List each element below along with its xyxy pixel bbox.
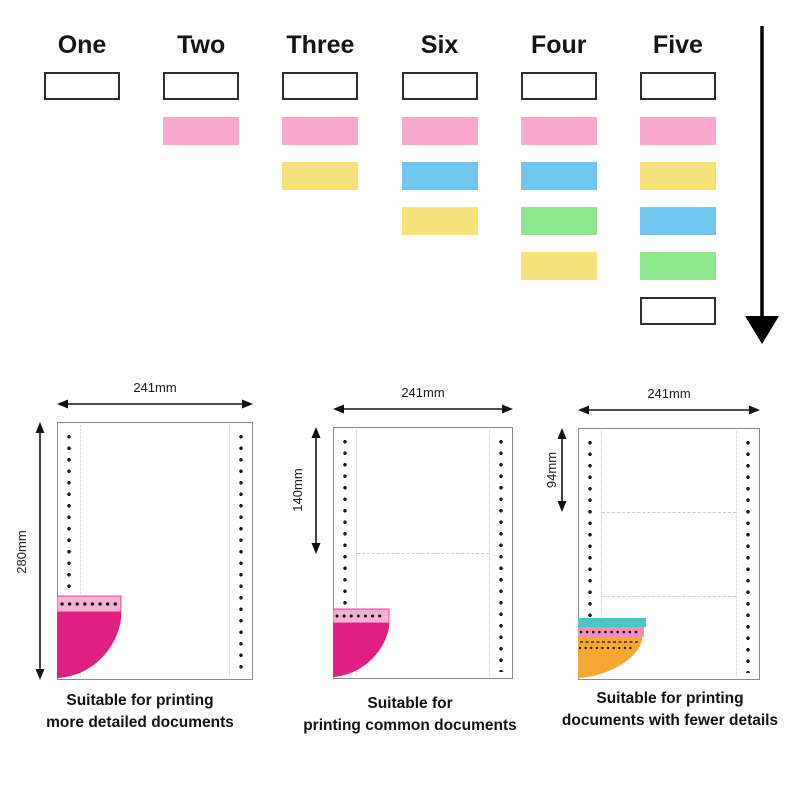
pink-sheet-swatch	[401, 117, 478, 145]
white-sheet-swatch	[163, 72, 240, 100]
green-sheet-swatch	[639, 252, 716, 280]
layer-column-two: Two	[149, 28, 253, 342]
caption-line-2: more detailed documents	[46, 713, 234, 731]
white-sheet-swatch	[520, 72, 597, 100]
pink-sheet-swatch	[282, 117, 359, 145]
white-sheet-swatch	[44, 72, 120, 100]
continuous-paper	[333, 427, 513, 679]
yellow-sheet-swatch	[282, 162, 359, 190]
height-label: 140mm	[290, 468, 305, 512]
blue-sheet-swatch	[639, 207, 716, 235]
folded-corner-graphic	[333, 607, 399, 679]
pink-sheet-swatch	[520, 117, 597, 145]
caption-line-1: Suitable for	[367, 695, 453, 712]
folded-corner-graphic	[57, 592, 135, 680]
yellow-sheet-swatch	[520, 252, 597, 280]
green-sheet-swatch	[520, 207, 597, 235]
column-label: Four	[530, 31, 587, 59]
width-arrow-icon	[57, 398, 253, 410]
white-sheet-swatch	[639, 297, 716, 325]
tractor-holes-right	[743, 435, 753, 673]
pink-sheet-swatch	[163, 117, 240, 145]
width-label: 241mm	[401, 385, 445, 400]
white-sheet-swatch	[639, 72, 716, 100]
paper-figure-140mm: 241mm 140mm	[280, 378, 540, 738]
layer-column-six: Six	[388, 28, 492, 342]
down-arrow-icon	[742, 26, 782, 346]
tractor-holes-left	[340, 434, 350, 672]
perforation-separator-left	[601, 431, 602, 677]
tractor-holes-left	[585, 435, 595, 673]
tractor-holes-right	[496, 434, 506, 672]
width-label: 241mm	[133, 380, 177, 395]
height-arrow-icon	[310, 427, 322, 554]
height-arrow-icon	[556, 428, 568, 512]
layer-column-one: One	[30, 28, 134, 342]
height-arrow-icon	[34, 422, 46, 680]
pink-sheet-swatch	[639, 117, 716, 145]
perforation-separator-right	[229, 425, 230, 677]
layer-column-five: Five	[626, 28, 730, 342]
column-label: Six	[420, 31, 459, 59]
copy-layers-chart: One Two Three Six Four Five	[30, 28, 730, 342]
white-sheet-swatch	[282, 72, 359, 100]
paper-figure-280mm: 241mm 280mm	[0, 378, 280, 738]
continuous-paper	[578, 428, 760, 680]
width-arrow-icon	[578, 404, 760, 416]
column-label: Five	[652, 31, 703, 59]
tractor-holes-left	[64, 429, 74, 673]
perforation-separator-right	[489, 430, 490, 676]
continuous-paper	[57, 422, 253, 680]
perforation-line	[602, 595, 736, 597]
blue-sheet-swatch	[401, 162, 478, 190]
yellow-sheet-swatch	[639, 162, 716, 190]
layer-column-three: Three	[268, 28, 372, 342]
column-label: One	[57, 31, 107, 59]
figure-caption: Suitable for printing documents with few…	[540, 688, 800, 731]
figure-caption: Suitable for printing more detailed docu…	[0, 690, 280, 733]
perforation-line	[357, 553, 489, 554]
blue-sheet-swatch	[520, 162, 597, 190]
figure-caption: Suitable for printing common documents	[280, 693, 540, 736]
tractor-holes-right	[236, 429, 246, 673]
column-label: Two	[177, 31, 226, 59]
folded-corner-graphic	[578, 618, 658, 680]
height-label: 280mm	[14, 530, 29, 574]
caption-line-1: Suitable for printing	[66, 692, 214, 709]
perforation-separator-left	[356, 430, 357, 676]
perforation-separator-right	[736, 431, 737, 677]
paper-figure-94mm: 241mm 94mm	[540, 378, 800, 738]
perforation-separator-left	[80, 425, 81, 677]
yellow-sheet-swatch	[401, 207, 478, 235]
caption-line-2: printing common documents	[303, 716, 517, 734]
column-label: Three	[286, 31, 355, 59]
caption-line-2: documents with fewer details	[561, 711, 779, 729]
layer-column-four: Four	[507, 28, 611, 342]
width-arrow-icon	[333, 403, 513, 415]
caption-line-1: Suitable for printing	[596, 690, 744, 707]
white-sheet-swatch	[401, 72, 478, 100]
width-label: 241mm	[647, 386, 691, 401]
perforation-line	[602, 512, 736, 514]
